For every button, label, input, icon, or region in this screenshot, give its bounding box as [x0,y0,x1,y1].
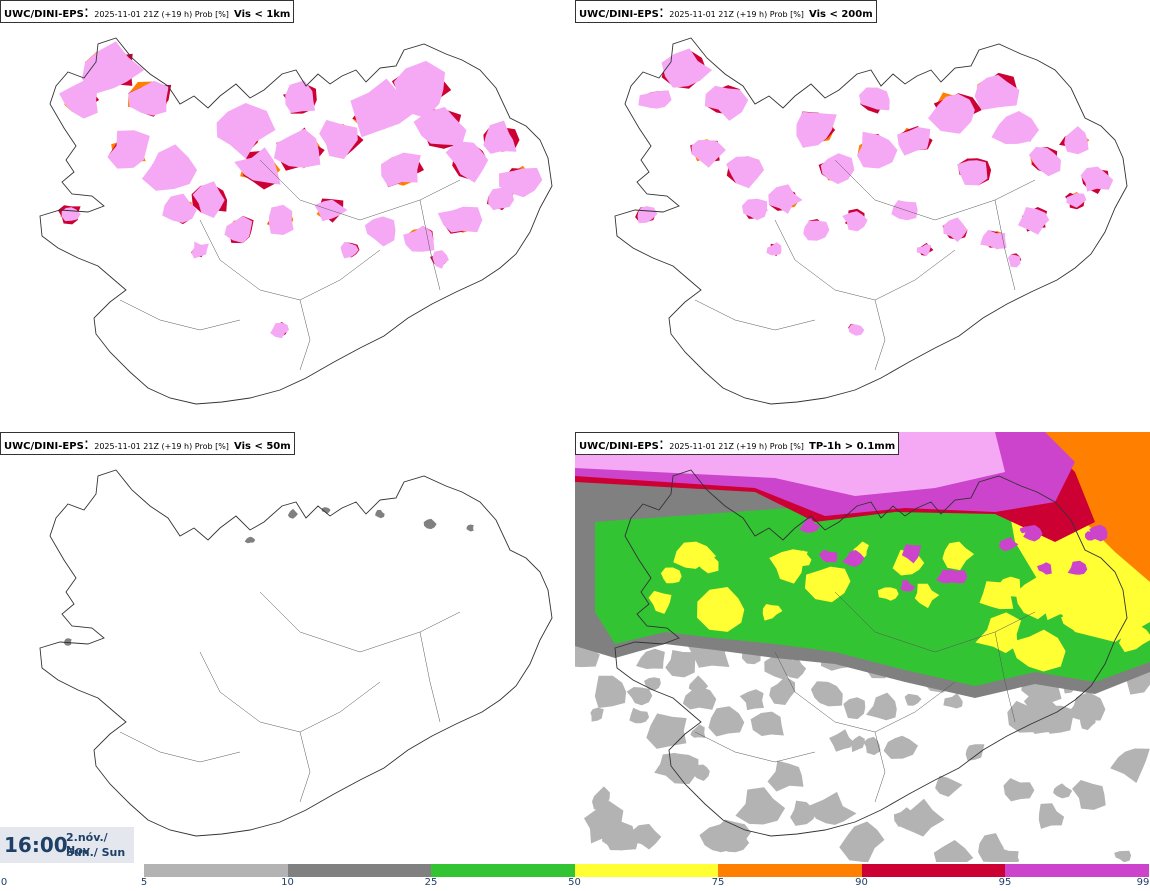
legend-tick-label: 99 [1136,877,1150,888]
color-legend: 0 5 10 25 50 75 90 95 99 [0,862,1150,891]
legend-color-segment [861,864,1005,877]
map-panel-precip: UWC/DINI-EPS: 2025-11-01 21Z (+19 h) Pro… [575,432,1150,862]
probability-field [57,41,543,339]
legend-tick-label: 50 [568,877,581,888]
panel-title: UWC/DINI-EPS: 2025-11-01 21Z (+19 h) Pro… [575,0,877,23]
probability-field [635,48,1114,336]
coastline-borders [39,469,553,837]
panel-title: UWC/DINI-EPS: 2025-11-01 21Z (+19 h) Pro… [0,432,295,455]
map-canvas [39,469,553,837]
coastline-borders [39,37,553,405]
legend-color-segment [574,864,718,877]
valid-time: 16:00 [4,833,68,857]
valid-day: Sun./ Sun [66,846,126,859]
legend-color-segment [431,864,575,877]
coastline-borders [614,469,1128,837]
legend-tick-label: 75 [711,877,725,888]
panel-title: UWC/DINI-EPS: 2025-11-01 21Z (+19 h) Pro… [0,0,295,23]
legend-tick-label: 90 [855,877,868,888]
map-canvas [614,37,1128,405]
probability-field [64,507,474,646]
legend-color-segment [144,864,288,877]
valid-date: 2.nóv./ Nov [66,831,108,857]
valid-time-box: 16:00 2.nóv./ Nov Sun./ Sun [0,827,134,863]
map-canvas [39,37,553,405]
legend-color-segment [1005,864,1149,877]
map-canvas [575,432,1150,862]
legend-tick-label: 0 [0,877,8,888]
probability-field [575,432,1150,862]
legend-color-segment [718,864,862,877]
legend-color-segment [287,864,431,877]
panel-title: UWC/DINI-EPS: 2025-11-01 21Z (+19 h) Pro… [575,432,900,455]
legend-tick-label: 95 [998,877,1012,888]
map-panel-vis-1km: UWC/DINI-EPS: 2025-11-01 21Z (+19 h) Pro… [0,0,575,430]
map-panel-vis-50m: UWC/DINI-EPS: 2025-11-01 21Z (+19 h) Pro… [0,432,575,862]
coastline-borders [614,37,1128,405]
legend-tick-label: 25 [424,877,438,888]
legend-tick-label: 5 [140,877,148,888]
legend-tick-label: 10 [281,877,294,888]
map-panel-vis-200m: UWC/DINI-EPS: 2025-11-01 21Z (+19 h) Pro… [575,0,1150,430]
